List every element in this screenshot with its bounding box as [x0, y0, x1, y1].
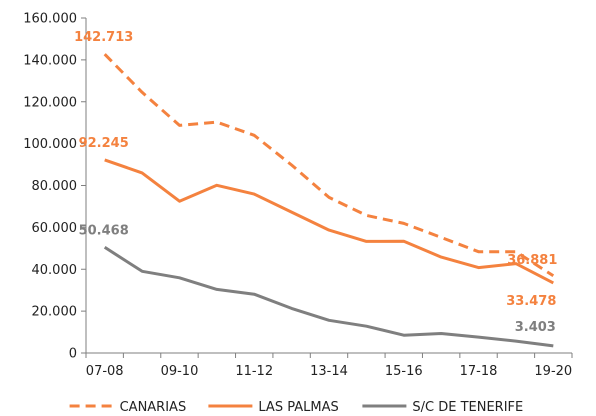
legend-item: LAS PALMAS — [208, 400, 339, 415]
legend-label: S/C DE TENERIFE — [412, 400, 523, 415]
x-axis-ticks: 07-08 09-10 11-12 13-14 15-16 17-18 19-20 — [85, 353, 573, 379]
legend-label: LAS PALMAS — [258, 400, 338, 415]
y-tick-label: 160.000 — [23, 12, 77, 27]
y-tick-label: 40.000 — [32, 263, 78, 278]
y-tick-label: 80.000 — [32, 179, 78, 194]
series-line-s-c-de-tenerife — [103, 246, 554, 348]
y-tick-label: 140.000 — [23, 53, 77, 68]
y-tick-label: 100.000 — [23, 137, 77, 152]
chart-data-labels: 142.713 36.881 92.245 33.478 50.468 3.403 — [74, 30, 557, 335]
series-line-canarias — [103, 53, 555, 278]
data-label: 50.468 — [79, 223, 129, 238]
data-label: 33.478 — [506, 294, 556, 309]
x-tick-label: 17-18 — [460, 364, 498, 379]
chart-series-lines — [103, 53, 555, 348]
series-line-las-palmas — [104, 158, 554, 285]
y-axis-ticks: 0 20.000 40.000 60.000 80.000 100.000 120.000 1… — [23, 12, 86, 362]
data-label: 92.245 — [79, 136, 129, 151]
legend-label: CANARIAS — [120, 400, 187, 415]
x-tick-label: 19-20 — [534, 364, 572, 379]
x-tick-label: 13-14 — [310, 364, 348, 379]
legend-item: S/C DE TENERIFE — [362, 400, 523, 415]
y-tick-label: 60.000 — [32, 221, 78, 236]
legend-item: CANARIAS — [69, 400, 187, 415]
y-tick-label: 20.000 — [32, 305, 78, 320]
x-tick-label: 09-10 — [161, 364, 199, 379]
y-tick-label: 0 — [69, 347, 77, 362]
x-tick-label: 11-12 — [235, 364, 273, 379]
data-label: 142.713 — [74, 30, 133, 45]
x-tick-label: 15-16 — [385, 364, 423, 379]
data-label: 3.403 — [515, 320, 556, 335]
y-tick-label: 120.000 — [23, 95, 77, 110]
chart-legend: CANARIAS LAS PALMAS S/C DE TENERIFE — [69, 400, 523, 415]
data-label: 36.881 — [507, 253, 557, 268]
x-tick-label: 07-08 — [86, 364, 124, 379]
